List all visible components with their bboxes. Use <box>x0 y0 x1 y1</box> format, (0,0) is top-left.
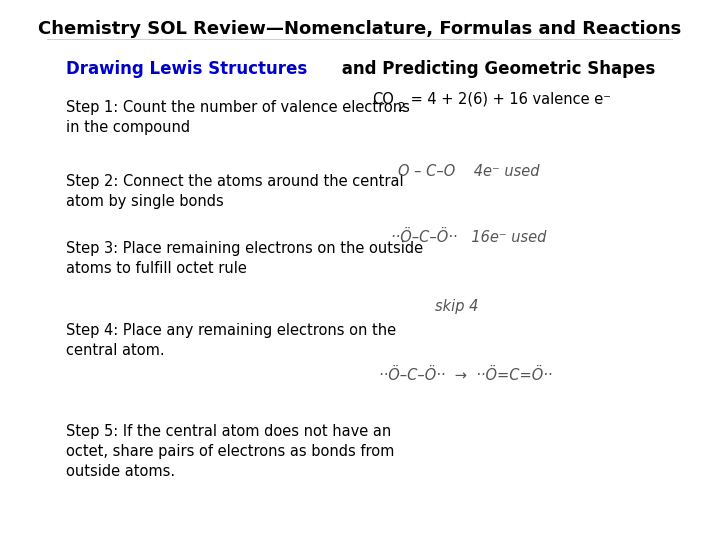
Text: Step 5: If the central atom does not have an
octet, share pairs of electrons as : Step 5: If the central atom does not hav… <box>66 424 394 479</box>
Text: Chemistry SOL Review—Nomenclature, Formulas and Reactions: Chemistry SOL Review—Nomenclature, Formu… <box>38 20 682 38</box>
Text: O – C–O    4e⁻ used: O – C–O 4e⁻ used <box>397 164 539 179</box>
Text: Step 3: Place remaining electrons on the outside
atoms to fulfill octet rule: Step 3: Place remaining electrons on the… <box>66 241 423 275</box>
Text: Drawing Lewis Structures: Drawing Lewis Structures <box>66 60 307 78</box>
Text: 2: 2 <box>397 102 405 114</box>
Text: ··Ö–C–Ö··  →  ··Ö=C=Ö··: ··Ö–C–Ö·· → ··Ö=C=Ö·· <box>379 368 552 383</box>
Text: Step 2: Connect the atoms around the central
atom by single bonds: Step 2: Connect the atoms around the cen… <box>66 174 403 209</box>
Text: Step 4: Place any remaining electrons on the
central atom.: Step 4: Place any remaining electrons on… <box>66 323 396 358</box>
Text: CO: CO <box>372 92 395 107</box>
Text: Step 1: Count the number of valence electrons
in the compound: Step 1: Count the number of valence elec… <box>66 100 410 134</box>
Text: and Predicting Geometric Shapes: and Predicting Geometric Shapes <box>336 60 656 78</box>
Text: = 4 + 2(6) + 16 valence e⁻: = 4 + 2(6) + 16 valence e⁻ <box>406 92 611 107</box>
Text: ··Ö–C–Ö··   16e⁻ used: ··Ö–C–Ö·· 16e⁻ used <box>392 230 546 245</box>
Text: skip 4: skip 4 <box>435 299 479 314</box>
